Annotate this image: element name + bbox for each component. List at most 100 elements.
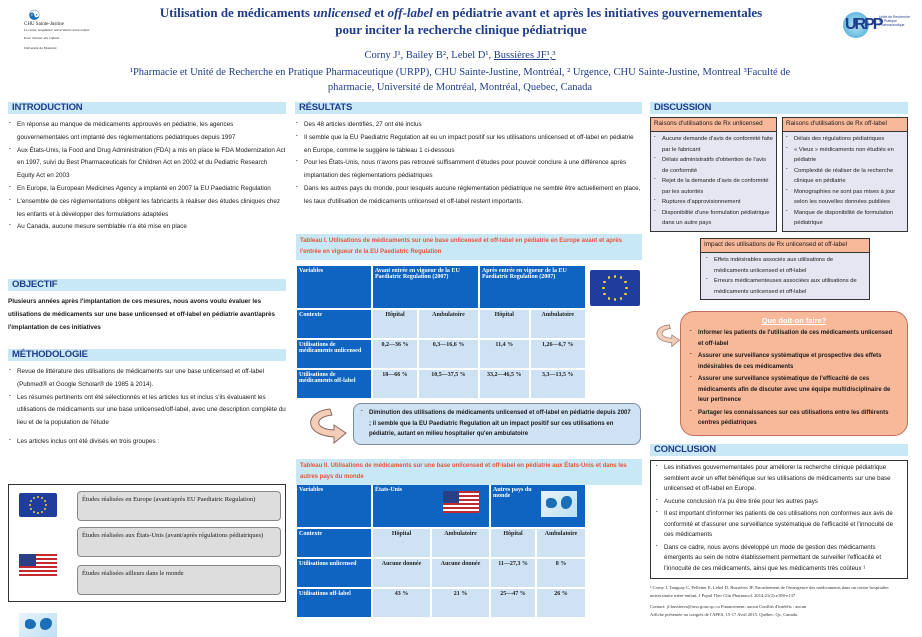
star-icon	[33, 510, 36, 513]
star-icon	[603, 292, 607, 296]
list-item: Les résumés pertinents ont été sélection…	[8, 389, 286, 430]
unlicensed-reasons-box: Raisons d'utilisations de Rx unlicensed …	[650, 117, 777, 232]
table-header: Variables	[297, 485, 371, 527]
list-item: Les articles inclus ont été divisés en t…	[8, 433, 286, 449]
groups-box: Études réalisées en Europe (avant/après …	[8, 484, 286, 637]
star-icon	[619, 296, 623, 300]
star-icon	[40, 497, 43, 500]
group-usa: Études réalisées aux États-Unis (avant/a…	[77, 527, 281, 557]
star-icon	[33, 497, 36, 500]
table-cell: Hôpital	[373, 529, 430, 557]
resultats-section: RÉSULTATS Des 48 articles identifiés, 27…	[295, 102, 642, 209]
introduction-section: INTRODUCTION En réponse au manque de méd…	[8, 102, 286, 234]
methodologie-section: MÉTHODOLOGIE Revue de littérature des ut…	[8, 349, 286, 449]
table-header: Variables	[297, 266, 371, 308]
table1-caption: Tableau I. Utilisations de médicaments s…	[296, 234, 642, 260]
list-item: Monographies ne sont pas mises à jour se…	[785, 184, 905, 208]
footer: ¹ Corny J, Tanguay C, Pelletier E, Lebel…	[650, 584, 912, 619]
list-item: Revue de littérature des utilisations de…	[8, 363, 286, 392]
group-world: Études réalisées ailleurs dans le monde	[77, 565, 281, 595]
table-header: Avant entrée en vigueur de la EU Paediat…	[373, 266, 478, 308]
table-header: États-Unis	[373, 485, 489, 527]
table-row: Utilisations de médicaments unlicensed 0,…	[297, 340, 585, 368]
star-icon	[40, 510, 43, 513]
section-header: INTRODUCTION	[8, 102, 286, 114]
callout-text: Diminution des utilisations de médicamen…	[360, 405, 634, 440]
box-title: Impact des utilisations de Rx unlicensed…	[701, 239, 869, 253]
table-row: Utilisations off-label 43 % 21 % 25—47 % 26 …	[297, 589, 585, 617]
table-cell: Ambulatoire	[537, 529, 585, 557]
star-icon	[30, 507, 33, 510]
list-item: Il semble que la EU Paediatric Regulatio…	[295, 129, 642, 158]
us-flag-icon	[443, 491, 479, 513]
list-item: Assurer une surveillance systématique de…	[689, 371, 899, 406]
curved-arrow-icon	[656, 324, 680, 348]
star-icon	[37, 511, 39, 514]
table-row: Utilisations de médicaments off-label 18—…	[297, 370, 585, 398]
chu-logo: ☯ CHU Sainte-Justine Le centre hospitali…	[24, 8, 94, 51]
us-flag-icon	[19, 554, 57, 576]
table-header: Après entrée en vigueur de la EU Paediat…	[479, 266, 585, 308]
world-map-icon	[541, 491, 577, 517]
star-icon	[44, 504, 47, 506]
todo-title: Que doit-on faire?	[761, 316, 827, 325]
reference: ¹ Corny J, Tanguay C, Pelletier E, Lebel…	[650, 585, 889, 598]
table2: Variables États-Unis Autres pays du mond…	[295, 483, 587, 619]
list-item: Disponibilité d'une formulation pédiatri…	[653, 205, 774, 229]
table-row: Utilisations unlicensed Aucune donnée Aucu…	[297, 559, 585, 587]
list-item: Effets indésirables associés aux utilisa…	[705, 252, 865, 276]
list-item: Les initiatives gouvernementales pour am…	[655, 460, 903, 495]
table-cell: Hôpital	[373, 310, 417, 338]
contact: Contact: jf.bussieres@ssss.gouv.qc.ca Fi…	[650, 604, 807, 609]
curved-arrow-icon	[310, 408, 347, 445]
table-cell: Ambulatoire	[530, 310, 585, 338]
list-item: Partager les connaissances sur ces utili…	[689, 405, 899, 429]
objectif-section: OBJECTIF Plusieurs années après l'implan…	[8, 279, 286, 334]
list-item: Délais des régulations pédiatriques	[785, 131, 905, 145]
table-header: Autres pays du monde	[491, 485, 585, 527]
authors: Corny J¹, Bailey B², Lebel D¹, Bussières…	[364, 50, 556, 61]
list-item: Ruptures d'approvisionnement	[653, 194, 774, 208]
list-item: En Europe, la European Medicines Agency …	[8, 180, 286, 196]
conclusion-section: CONCLUSION Les initiatives gouvernementa…	[650, 444, 912, 619]
presented-at: Affiche présentée au congrès de l'APES, …	[650, 612, 799, 617]
table-cell: Contexte	[297, 529, 371, 557]
box-title: Raisons d'utilisations de Rx off-label	[783, 118, 907, 132]
star-icon	[607, 296, 611, 300]
list-item: En réponse au manque de médicaments appr…	[8, 116, 286, 145]
section-header: CONCLUSION	[650, 444, 908, 456]
conclusion-box: Les initiatives gouvernementales pour am…	[650, 460, 908, 579]
table-cell: Hôpital	[479, 310, 529, 338]
star-icon	[625, 286, 629, 290]
list-item: Pour les États-Unis, nous n'avons pas re…	[295, 154, 642, 183]
section-header: DISCUSSION	[650, 102, 908, 114]
list-item: L'ensemble de ces réglementations oblige…	[8, 193, 286, 222]
list-item: Aucune conclusion n'a pu être tirée pour…	[655, 494, 903, 508]
star-icon	[37, 496, 39, 499]
table-cell: Contexte	[297, 310, 371, 338]
list-item: Dans les autres pays du monde, pour lesq…	[295, 180, 642, 209]
section-header: MÉTHODOLOGIE	[8, 349, 286, 361]
affiliations: ¹Pharmacie et Unité de Recherche en Prat…	[129, 67, 791, 93]
list-item: Informer les patients de l'utilisation d…	[689, 325, 899, 349]
chu-tagline: Le centre hospitalier universitaire mère…	[24, 28, 90, 32]
page-title: Utilisation de médicaments unlicensed et…	[159, 5, 763, 37]
table2-caption: Tableau II. Utilisations de médicaments …	[296, 459, 642, 485]
table-cell: Ambulatoire	[432, 529, 489, 557]
star-icon	[619, 276, 623, 280]
star-icon	[30, 500, 33, 503]
star-icon	[43, 500, 46, 503]
urpp-logo: URPP Unité de Recherche en Pratique Phar…	[843, 12, 913, 50]
section-header: OBJECTIF	[8, 279, 286, 291]
list-item: Manque de disponibilité de formulation p…	[785, 205, 905, 229]
eu-flag-icon	[590, 270, 640, 306]
star-icon	[623, 292, 627, 296]
star-icon	[613, 274, 617, 278]
impact-box: Impact des utilisations de Rx unlicensed…	[700, 238, 870, 300]
star-icon	[603, 280, 607, 284]
results-callout: Diminution des utilisations de médicamen…	[353, 403, 641, 445]
list-item: Il est important d'informer les patients…	[655, 506, 903, 541]
list-item: « Vieux » médicaments non étudiés en péd…	[785, 142, 905, 166]
chu-name: CHU Sainte-Justine	[24, 22, 64, 27]
group-europe: Études réalisées en Europe (avant/après …	[77, 491, 281, 521]
